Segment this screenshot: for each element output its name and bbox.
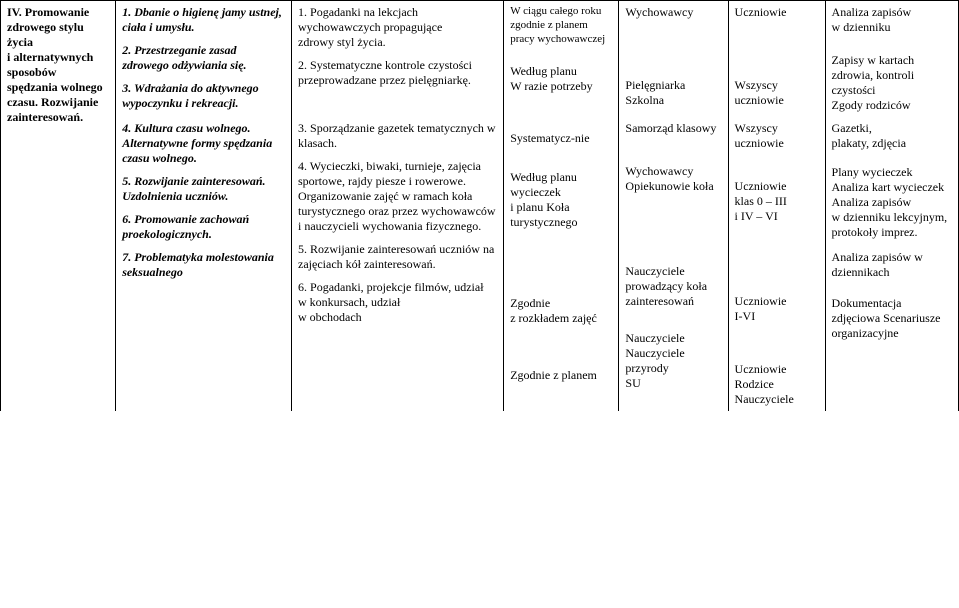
para: 1. Pogadanki na lekcjach wychowawczych p… [298,5,497,50]
para: 6. Pogadanki, projekcje filmów, udział w… [298,280,497,325]
para: 1. Dbanie o higienę jamy ustnej, ciała i… [122,5,285,35]
para: Uczniowie [735,5,819,20]
para: Pielęgniarka Szkolna [625,78,721,108]
tasks-cell: 1. Pogadanki na lekcjach wychowawczych p… [292,1,504,118]
goals-cell: 4. Kultura czasu wolnego. Alternatywne f… [116,117,292,411]
para: UczniowieI-VI [735,294,819,324]
documentation-cell: Gazetki,plakaty, zdjęcia Plany wycieczek… [825,117,958,411]
para: 2. Przestrzeganie zasad zdrowego odżywia… [122,43,285,73]
para: 4. Kultura czasu wolnego. Alternatywne f… [122,121,285,166]
para: 3. Wdrażania do aktywnego wypoczynku i r… [122,81,285,111]
para: Nauczyciele prowadzący koła zainteresowa… [625,264,721,309]
para: Zgodniez rozkładem zajęć [510,296,612,326]
responsible-cell: Wychowawcy Pielęgniarka Szkolna [619,1,728,118]
para: 7. Problematyka molestowania seksualnego [122,250,285,280]
para: 4. Wycieczki, biwaki, turnieje, zajęcia … [298,159,497,234]
timing-cell: W ciągu całego roku zgodnie z planem pra… [504,1,619,118]
cell-text: IV. Promowanie zdrowego stylu życiai alt… [7,5,103,124]
para: Analiza zapisóww dzienniku [832,5,952,35]
para: Plany wycieczekAnaliza kart wycieczekAna… [832,165,952,240]
goals-cell: 1. Dbanie o higienę jamy ustnej, ciała i… [116,1,292,118]
para: Dokumentacja zdjęciowa Scenariusze organ… [832,296,952,341]
para: Według planu wycieczeki planu Koła turys… [510,170,612,230]
para: Analiza zapisów w dziennikach [832,250,952,280]
para: 2. Systematyczne kontrole czystościprzep… [298,58,497,88]
para: Zgodnie z planem [510,368,612,383]
participants-cell: Uczniowie Wszyscy uczniowie [728,1,825,118]
timing-cell: Systematycz-nie Według planu wycieczeki … [504,117,619,411]
para: Wychowawcy Opiekunowie koła [625,164,721,194]
para: Zapisy w kartach zdrowia, kontroli czyst… [832,53,952,113]
responsible-cell: Samorząd klasowy Wychowawcy Opiekunowie … [619,117,728,411]
para: 5. Rozwijanie zainteresowań uczniów na z… [298,242,497,272]
para: Uczniowie Rodzice Nauczyciele [735,362,819,407]
table-row: 4. Kultura czasu wolnego. Alternatywne f… [1,117,959,411]
para: 3. Sporządzanie gazetek tematycznych w k… [298,121,497,151]
documentation-cell: Analiza zapisóww dzienniku Zapisy w kart… [825,1,958,118]
section-header: IV. Promowanie zdrowego stylu życiai alt… [1,1,116,412]
para: Według planuW razie potrzeby [510,64,612,94]
table-row: IV. Promowanie zdrowego stylu życiai alt… [1,1,959,118]
tasks-cell: 3. Sporządzanie gazetek tematycznych w k… [292,117,504,411]
para: W ciągu całego roku zgodnie z planem pra… [510,5,612,46]
para: Wychowawcy [625,5,721,20]
para: 5. Rozwijanie zainteresowań.Uzdolnienia … [122,174,285,204]
para: Systematycz-nie [510,131,612,146]
para: Uczniowieklas 0 – IIIi IV – VI [735,179,819,224]
para: Nauczyciele Nauczyciele przyrody SU [625,331,721,391]
para: Samorząd klasowy [625,121,721,136]
participants-cell: Wszyscy uczniowie Uczniowieklas 0 – IIIi… [728,117,825,411]
para: 6. Promowanie zachowań proekologicznych. [122,212,285,242]
para: Wszyscy uczniowie [735,121,819,151]
para: Gazetki,plakaty, zdjęcia [832,121,952,151]
para: Wszyscy uczniowie [735,78,819,108]
curriculum-table: IV. Promowanie zdrowego stylu życiai alt… [0,0,959,411]
